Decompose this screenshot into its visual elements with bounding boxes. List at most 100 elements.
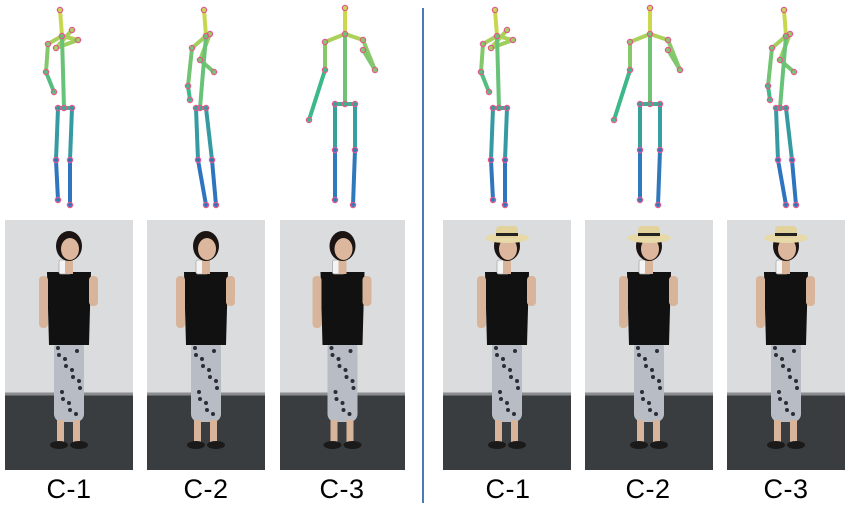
leg [330,420,338,442]
skeleton-joint [495,104,503,112]
face [61,238,79,260]
photo-g2-c3 [727,220,845,470]
trouser-pattern [67,401,71,405]
trouser-pattern [513,349,517,353]
camera-label-g1-c2: C-2 [183,474,229,504]
trouser-pattern [792,349,796,353]
leg [637,420,644,442]
trouser-pattern [794,379,798,383]
leg [346,420,354,442]
skeleton-bone [503,106,509,162]
trouser-pattern [71,375,75,379]
trouser-pattern [647,401,651,405]
skeleton-bone [44,42,50,74]
sandal [488,441,506,449]
face [334,238,353,260]
trouser-pattern [502,364,506,368]
skeleton-bone [307,68,327,122]
sandal [323,441,342,449]
skeleton-joint [489,196,497,204]
skeleton-joint [764,82,772,90]
skeleton-svg [42,6,82,209]
skeleton-joint [66,201,74,209]
skeleton-joint [331,100,339,108]
skeleton-joint [656,146,664,154]
skeleton-bone [790,158,798,207]
arm [312,276,322,328]
photo-svg [443,220,571,470]
skeleton-joint [782,201,790,209]
skeleton-bone [656,148,662,207]
skeleton-joint [636,100,644,108]
skeleton-joint [776,104,784,112]
skeleton-joint [56,6,64,14]
photo-svg [585,220,713,470]
sandal [508,441,526,449]
skeleton-joint [491,6,499,14]
trouser-pattern [795,386,799,390]
skeleton-joint [626,38,634,46]
skeleton-bone [54,106,60,162]
skeleton-joint [184,82,192,90]
skeleton-joint [60,104,68,112]
trouser-pattern [57,353,61,357]
skeleton-joint [68,26,76,34]
trouser-pattern [56,346,60,350]
skeleton-bone [493,8,499,38]
trouser-pattern [215,386,219,390]
trouser-pattern [340,401,345,405]
skeleton-joint [305,116,313,124]
skeleton-joint [210,68,218,76]
sandal [70,441,88,449]
skeleton-joint [206,30,214,38]
shirt [764,272,808,345]
skeleton-joint [477,68,485,76]
skeleton-bone [784,106,794,162]
skeleton-svg [305,4,379,209]
trouser-pattern [77,379,81,383]
photo-svg [147,220,265,470]
leg [774,420,781,442]
skeleton-joint [208,156,216,164]
trouser-pattern [344,375,349,379]
skeleton-joint [52,156,60,164]
leg [511,420,518,442]
trousers [492,340,522,422]
arm [527,276,536,306]
trouser-pattern [75,349,79,353]
shirt [485,272,529,345]
photo-g1-c2 [147,220,265,470]
skeleton-joint [196,56,204,64]
skeleton-bone [489,158,495,202]
skeleton-joint [487,156,495,164]
skeleton-joint [774,156,782,164]
trouser-pattern [640,390,644,394]
skeleton-g2-c1 [455,0,555,215]
skeleton-bone [58,8,64,38]
face [641,238,659,260]
skeleton-joint [786,30,794,38]
skeleton-joint [501,201,509,209]
trouser-pattern [784,401,788,405]
skeleton-bone [628,32,652,44]
photo-svg [727,220,845,470]
skeleton-joint [359,46,367,54]
skeleton-joint [202,201,210,209]
skeleton-joint [42,68,50,76]
sandal [787,441,805,449]
skeleton-svg [610,4,684,209]
hat-crown [496,226,518,238]
face [499,238,517,260]
photo-g1-c1 [5,220,133,470]
skeleton-joint [636,196,644,204]
sandal [207,441,225,449]
trouser-pattern [777,390,781,394]
trouser-pattern [60,390,64,394]
trouser-pattern [778,397,782,401]
skeleton-joint [54,196,62,204]
trouser-pattern [788,375,792,379]
skeleton-joint [192,104,200,112]
trouser-pattern [787,368,791,372]
trouser-pattern [78,386,82,390]
skeleton-joint [664,46,672,54]
